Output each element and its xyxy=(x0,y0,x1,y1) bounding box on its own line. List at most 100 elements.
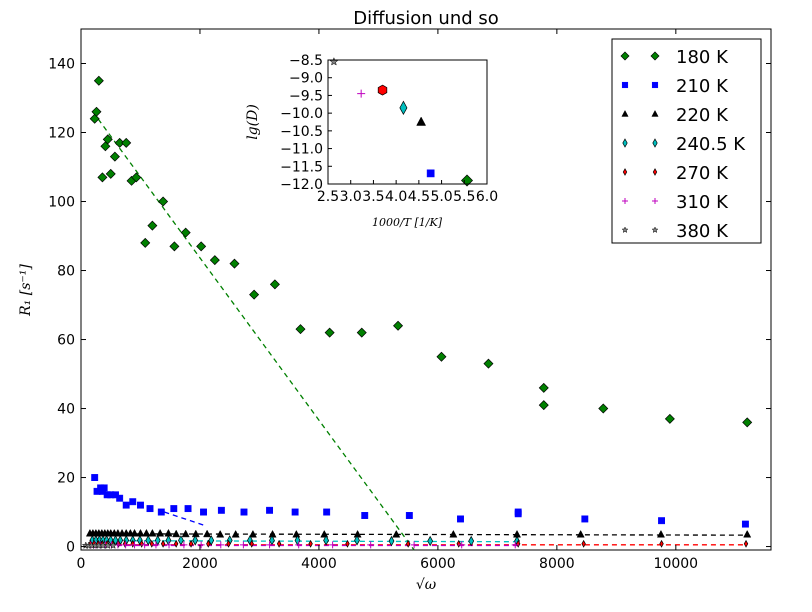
data-point xyxy=(742,417,753,428)
data-point xyxy=(743,539,749,548)
inset-x-ticks: 2.5 3.0 3.5 4.0 4.5 5.0 5.5 6.0 xyxy=(317,180,498,205)
data-point xyxy=(141,541,149,549)
data-point xyxy=(538,382,549,393)
legend-item: 270 K xyxy=(622,163,729,184)
data-point xyxy=(323,535,329,546)
data-point xyxy=(105,168,116,179)
data-point xyxy=(249,289,260,300)
legend-item: 240.5 K xyxy=(622,134,746,155)
inset-y-tick-label: −11.5 xyxy=(280,159,323,175)
legend-marker xyxy=(652,198,658,204)
legend: 180 K 210 K 220 K 240.5 K 270 K 310 K 380 K xyxy=(611,38,762,244)
main-data-points xyxy=(81,75,753,549)
series-210-k xyxy=(91,474,749,528)
legend-item: 220 K xyxy=(621,105,729,126)
data-point xyxy=(121,137,132,148)
data-point xyxy=(180,541,188,549)
main-y-ticks: 0 20 40 60 80 100 120 140 xyxy=(48,57,771,556)
y-tick-label: 100 xyxy=(48,195,75,211)
data-point xyxy=(180,227,191,238)
data-point xyxy=(157,508,165,516)
legend-marker xyxy=(622,198,628,204)
data-point xyxy=(323,508,331,516)
data-point xyxy=(188,539,194,548)
data-point xyxy=(516,539,521,548)
data-point xyxy=(170,505,178,513)
y-tick-label: 140 xyxy=(48,57,75,73)
x-tick-label: 10000 xyxy=(654,556,699,572)
data-point xyxy=(184,505,192,513)
data-point xyxy=(131,541,139,549)
inset-data-points xyxy=(329,57,474,187)
data-point xyxy=(576,529,585,538)
data-point xyxy=(112,491,119,499)
data-point xyxy=(122,541,130,549)
data-point xyxy=(393,320,404,331)
data-point xyxy=(181,529,190,538)
main-plot-frame xyxy=(80,28,772,551)
data-point xyxy=(174,539,179,548)
data-point xyxy=(367,541,375,549)
y-tick-label: 20 xyxy=(57,471,75,487)
data-point xyxy=(137,501,144,509)
data-point xyxy=(109,541,118,549)
data-point xyxy=(329,541,337,549)
inset-y-tick-label: −9.0 xyxy=(289,71,323,87)
data-point xyxy=(89,113,100,124)
data-point xyxy=(217,506,225,514)
x-tick-label: 0 xyxy=(77,556,86,572)
data-point xyxy=(146,505,154,513)
data-point xyxy=(152,541,160,549)
data-point xyxy=(197,541,205,549)
y-tick-label: 0 xyxy=(66,540,75,556)
legend-marker xyxy=(651,226,659,233)
legend-marker xyxy=(650,51,660,61)
data-point xyxy=(743,529,752,538)
data-point xyxy=(93,75,104,86)
data-point xyxy=(354,535,360,546)
data-point xyxy=(405,512,413,519)
inset-x-tick-label: 5.0 xyxy=(430,189,452,205)
data-point xyxy=(217,541,225,549)
data-point xyxy=(160,539,166,548)
legend-item: 310 K xyxy=(622,192,729,213)
inset-y-tick-label: −10.5 xyxy=(280,124,323,140)
data-point xyxy=(656,529,665,538)
x-tick-label: 8000 xyxy=(539,556,575,572)
data-point xyxy=(169,241,180,252)
data-point xyxy=(165,541,173,549)
data-point xyxy=(109,151,120,162)
data-point xyxy=(192,535,199,546)
y-tick-label: 80 xyxy=(57,264,75,280)
data-point xyxy=(405,539,411,548)
data-point xyxy=(658,517,666,525)
data-point xyxy=(276,539,282,548)
legend-items: 180 K 210 K 220 K 240.5 K 270 K 310 K 380 K xyxy=(620,47,746,242)
data-point xyxy=(356,327,367,338)
data-point xyxy=(129,498,137,506)
data-point xyxy=(266,541,274,549)
data-point xyxy=(206,539,211,548)
data-point xyxy=(231,529,240,538)
data-point xyxy=(458,541,466,549)
legend-marker xyxy=(651,109,659,117)
data-point xyxy=(158,196,169,207)
inset-plot-frame xyxy=(327,59,488,185)
inset-y-axis-label: lg(D) xyxy=(245,104,261,140)
data-point xyxy=(156,528,165,537)
legend-label: 180 K xyxy=(676,47,729,68)
legend-label: 220 K xyxy=(676,105,729,126)
legend-label: 210 K xyxy=(676,76,729,97)
data-point xyxy=(291,508,299,516)
fit-line xyxy=(89,533,748,536)
data-point xyxy=(91,474,99,481)
data-point xyxy=(100,484,108,492)
data-point xyxy=(269,279,280,290)
data-point xyxy=(148,528,157,537)
inset-x-axis-label: 1000/T [1/K] xyxy=(372,216,443,229)
legend-label: 270 K xyxy=(676,163,729,184)
data-point xyxy=(295,324,306,335)
series-380-k xyxy=(81,541,118,549)
data-point xyxy=(249,539,254,548)
